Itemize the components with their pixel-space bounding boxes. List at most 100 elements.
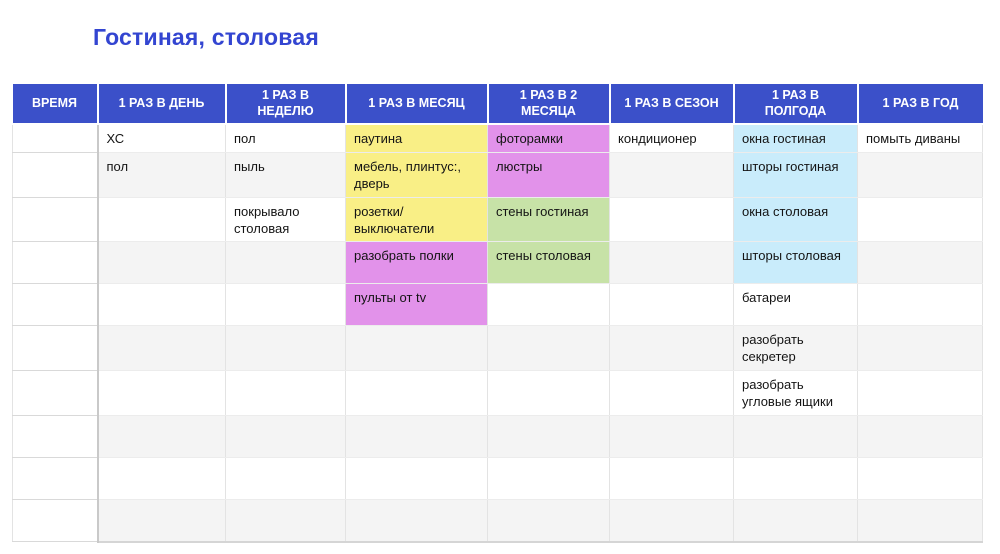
column-header-bimonthly: 1 РАЗ В 2 МЕСЯЦА: [486, 84, 610, 125]
task-cell: [857, 325, 983, 372]
table-header: ВРЕМЯ 1 РАЗ В ДЕНЬ 1 РАЗ В НЕДЕЛЮ 1 РАЗ …: [12, 84, 983, 125]
task-cell: [609, 499, 734, 543]
task-cell: [97, 283, 226, 327]
task-cell: [857, 152, 983, 198]
time-cell: [12, 499, 99, 543]
task-cell: стены столовая: [487, 241, 610, 285]
task-cell: [609, 283, 734, 327]
task-cell: [857, 370, 983, 417]
task-cell: [345, 370, 488, 417]
task-cell: [487, 499, 610, 543]
task-cell: [97, 325, 226, 372]
task-cell: шторы гостиная: [733, 152, 858, 198]
table-row: ХС пол паутина фоторамки кондиционер окна гос…: [12, 124, 983, 153]
time-cell: [12, 152, 99, 198]
time-cell: [12, 197, 99, 243]
table-row: [12, 457, 983, 501]
task-cell: [733, 499, 858, 543]
task-cell: [609, 197, 734, 243]
task-cell: [609, 152, 734, 198]
task-cell: [857, 197, 983, 243]
time-cell: [12, 370, 99, 417]
cleaning-schedule-table: ВРЕМЯ 1 РАЗ В ДЕНЬ 1 РАЗ В НЕДЕЛЮ 1 РАЗ …: [12, 84, 983, 543]
task-cell: разобрать секретер: [733, 325, 858, 372]
time-cell: [12, 415, 99, 459]
task-cell: [487, 415, 610, 459]
task-cell: окна столовая: [733, 197, 858, 243]
table-body: ХС пол паутина фоторамки кондиционер окна гос…: [12, 124, 983, 543]
task-cell: [345, 415, 488, 459]
header-row: ВРЕМЯ 1 РАЗ В ДЕНЬ 1 РАЗ В НЕДЕЛЮ 1 РАЗ …: [12, 84, 983, 125]
task-cell: [225, 370, 346, 417]
task-cell: [487, 370, 610, 417]
task-cell: [97, 499, 226, 543]
time-cell: [12, 457, 99, 501]
table-row: разобрать угловые ящики: [12, 370, 983, 417]
task-cell: [857, 457, 983, 501]
task-cell: [225, 241, 346, 285]
task-cell: паутина: [345, 124, 488, 153]
time-cell: [12, 325, 99, 372]
task-cell: [97, 457, 226, 501]
task-cell: мебель, плинтус:, дверь: [345, 152, 488, 198]
task-cell: шторы столовая: [733, 241, 858, 285]
task-cell: [225, 325, 346, 372]
time-cell: [12, 241, 99, 285]
task-cell: [225, 415, 346, 459]
task-cell: [609, 457, 734, 501]
task-cell: ХС: [97, 124, 226, 153]
task-cell: [609, 325, 734, 372]
task-cell: [733, 415, 858, 459]
task-cell: [345, 457, 488, 501]
task-cell: [733, 457, 858, 501]
task-cell: разобрать полки: [345, 241, 488, 285]
time-cell: [12, 124, 99, 153]
task-cell: [225, 283, 346, 327]
task-cell: кондиционер: [609, 124, 734, 153]
task-cell: стены гостиная: [487, 197, 610, 243]
column-header-weekly: 1 РАЗ В НЕДЕЛЮ: [224, 84, 346, 125]
task-cell: пол: [225, 124, 346, 153]
column-header-monthly: 1 РАЗ В МЕСЯЦ: [344, 84, 488, 125]
task-cell: [97, 370, 226, 417]
task-cell: розетки/ выключатели: [345, 197, 488, 243]
task-cell: пульты от tv: [345, 283, 488, 327]
column-header-seasonal: 1 РАЗ В СЕЗОН: [608, 84, 734, 125]
table-row: разобрать полки стены столовая шторы столо…: [12, 241, 983, 285]
page-title: Гостиная, столовая: [93, 24, 319, 50]
task-cell: [857, 415, 983, 459]
task-cell: пыль: [225, 152, 346, 198]
table-row: [12, 499, 983, 543]
task-cell: [97, 197, 226, 243]
task-cell: [97, 415, 226, 459]
table-row: [12, 415, 983, 459]
task-cell: [609, 415, 734, 459]
task-cell: [345, 499, 488, 543]
table-row: разобрать секретер: [12, 325, 983, 372]
task-cell: покрывало столовая: [225, 197, 346, 243]
column-header-yearly: 1 РАЗ В ГОД: [856, 84, 983, 125]
task-cell: [857, 283, 983, 327]
column-header-time: ВРЕМЯ: [12, 84, 98, 125]
task-cell: [857, 241, 983, 285]
task-cell: [487, 283, 610, 327]
task-cell: разобрать угловые ящики: [733, 370, 858, 417]
task-cell: [857, 499, 983, 543]
task-cell: [487, 457, 610, 501]
task-cell: помыть диваны: [857, 124, 983, 153]
column-header-halfyearly: 1 РАЗ В ПОЛГОДА: [732, 84, 858, 125]
task-cell: [97, 241, 226, 285]
table-row: покрывало столовая розетки/ выключатели ст…: [12, 197, 983, 243]
task-cell: фоторамки: [487, 124, 610, 153]
task-cell: [225, 457, 346, 501]
task-cell: пол: [97, 152, 226, 198]
task-cell: [609, 241, 734, 285]
table-row: пол пыль мебель, плинтус:, дверь люстры штор…: [12, 152, 983, 198]
table-row: пульты от tv батареи: [12, 283, 983, 327]
time-cell: [12, 283, 99, 327]
task-cell: окна гостиная: [733, 124, 858, 153]
task-cell: батареи: [733, 283, 858, 327]
task-cell: [225, 499, 346, 543]
column-header-daily: 1 РАЗ В ДЕНЬ: [96, 84, 226, 125]
